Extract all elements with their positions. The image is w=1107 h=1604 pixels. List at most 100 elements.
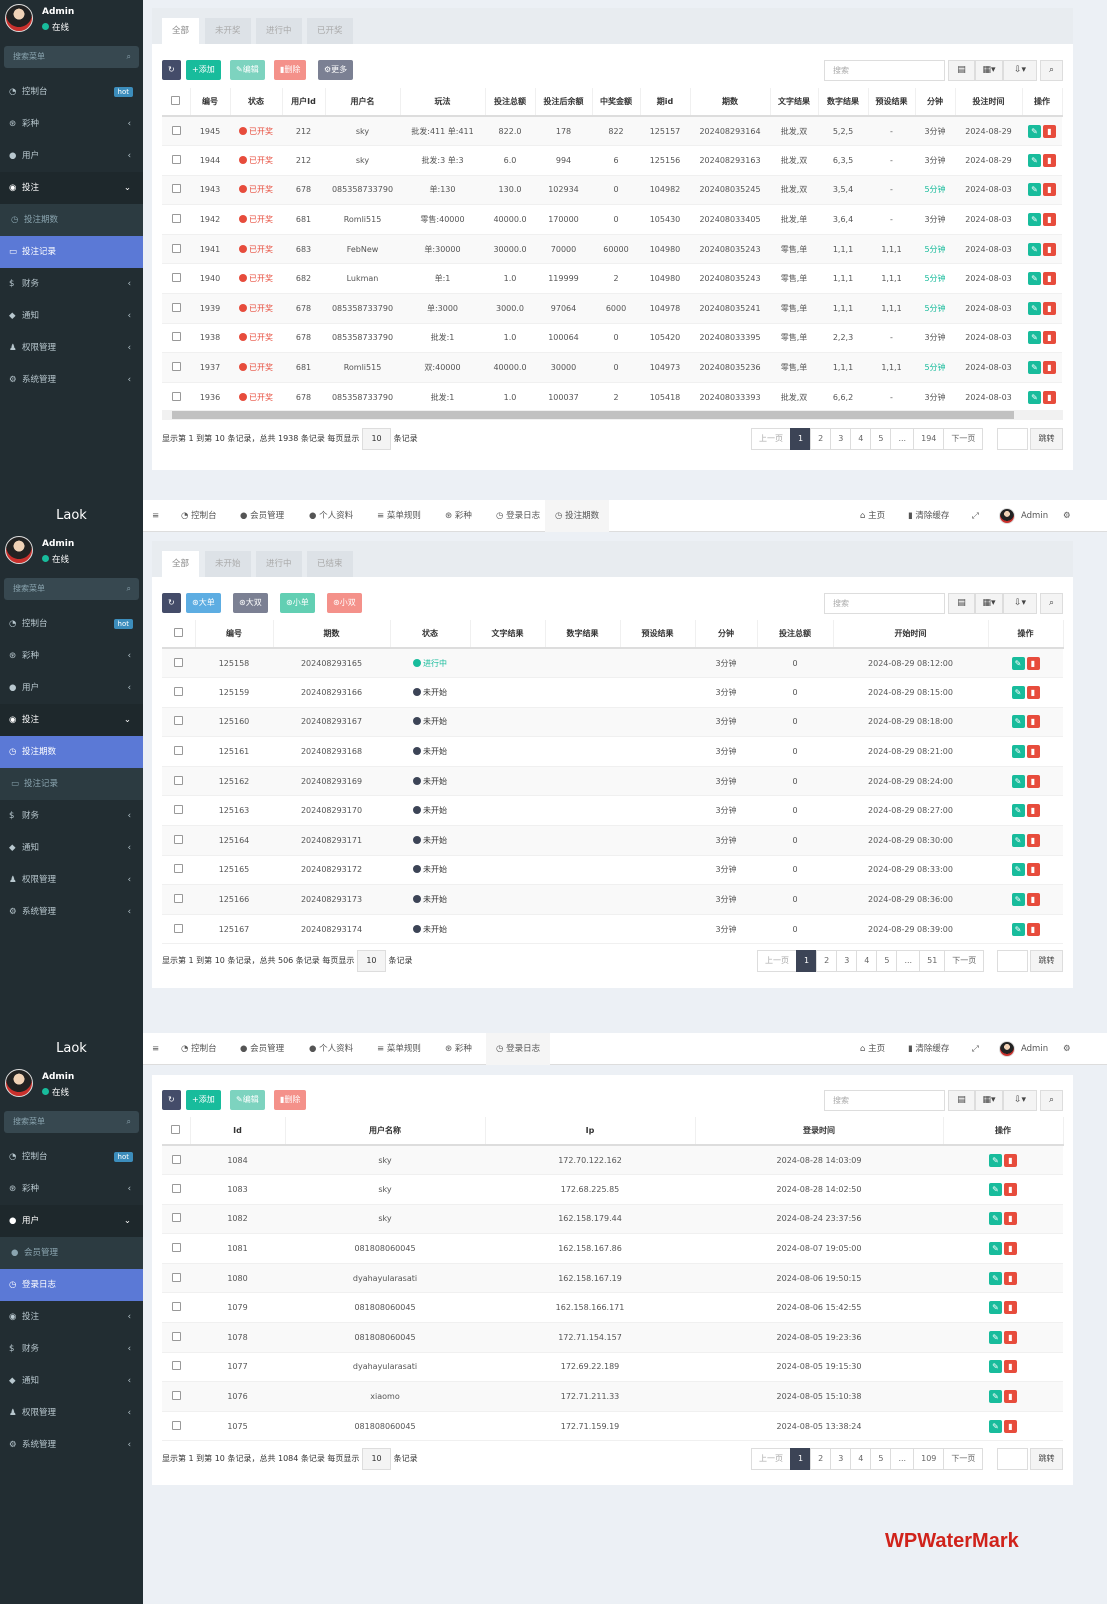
search-icon[interactable]: ⌕	[1040, 1090, 1063, 1111]
row-checkbox[interactable]	[162, 1381, 190, 1412]
edit-button[interactable]: ✎	[1028, 213, 1041, 227]
column-header[interactable]: 用户名称	[285, 1117, 486, 1146]
refresh-button[interactable]: ↻	[162, 60, 181, 80]
edit-button[interactable]: ✎	[1011, 804, 1025, 818]
export-icon[interactable]: ⇩▾	[1003, 60, 1037, 81]
row-checkbox[interactable]	[162, 825, 195, 856]
jump-page-input[interactable]	[997, 1448, 1028, 1470]
hamburger-icon[interactable]: ≡	[152, 1044, 160, 1054]
delete-button[interactable]: ▮	[1026, 863, 1040, 877]
row-checkbox[interactable]	[162, 1352, 190, 1383]
page-button[interactable]: 1	[796, 950, 818, 972]
nav-tab-0[interactable]: ◔ 控制台	[181, 500, 217, 532]
column-header[interactable]: 投注总额	[485, 88, 536, 117]
jump-button[interactable]: 跳转	[1030, 428, 1063, 450]
sidebar-item-9[interactable]: ⚙ 系统管理 ‹	[0, 896, 143, 928]
trash-link[interactable]: ▮ 清除缓存	[908, 500, 949, 532]
sidebar-item-2[interactable]: ● 用户 ‹	[0, 140, 143, 172]
row-checkbox[interactable]	[162, 1292, 190, 1324]
row-checkbox[interactable]	[162, 234, 190, 265]
page-button[interactable]: 1	[790, 1448, 812, 1470]
page-button[interactable]: 3	[836, 950, 858, 972]
page-button[interactable]: 51	[919, 950, 946, 972]
page-button[interactable]: 3	[830, 1448, 852, 1470]
sidebar-item-4[interactable]: ◷ 投注期数	[0, 736, 143, 768]
page-button[interactable]: 5	[876, 950, 898, 972]
row-checkbox[interactable]	[162, 707, 195, 738]
page-button[interactable]: 4	[850, 1448, 872, 1470]
prev-page-button[interactable]: 上一页	[757, 950, 797, 972]
edit-button[interactable]: ✎	[1028, 124, 1041, 138]
sidebar-item-3[interactable]: ● 会员管理	[0, 1237, 143, 1269]
delete-button[interactable]: ▮	[1026, 804, 1040, 818]
column-header[interactable]: Id	[190, 1117, 286, 1146]
delete-button[interactable]: ▮	[1026, 715, 1040, 729]
delete-button[interactable]: ▮	[1043, 213, 1056, 227]
delete-button[interactable]: ▮	[1026, 893, 1040, 907]
toolbar-button-3[interactable]: ⊛小单	[280, 593, 315, 613]
sidebar-item-1[interactable]: ⊛ 彩种 ‹	[0, 1173, 143, 1205]
refresh-button[interactable]: ↻	[162, 1090, 181, 1110]
row-checkbox[interactable]	[162, 263, 190, 295]
horizontal-scrollbar[interactable]	[162, 410, 1063, 420]
column-header[interactable]: 期数	[273, 620, 391, 649]
select-all-checkbox[interactable]	[162, 620, 196, 649]
row-checkbox[interactable]	[162, 382, 190, 413]
column-header[interactable]: 操作	[943, 1117, 1064, 1146]
menu-search-input[interactable]: 搜索菜单 ⌕	[4, 578, 139, 600]
column-header[interactable]: 编号	[190, 88, 231, 117]
page-button[interactable]: ...	[890, 1448, 915, 1470]
toolbar-button-3[interactable]: ▮删除	[274, 1090, 307, 1110]
sidebar-item-8[interactable]: ♟ 权限管理 ‹	[0, 1397, 143, 1429]
edit-button[interactable]: ✎	[1011, 745, 1025, 759]
column-header[interactable]: 用户名	[325, 88, 401, 117]
menu-search-input[interactable]: 搜索菜单 ⌕	[4, 1111, 139, 1133]
row-checkbox[interactable]	[162, 1322, 190, 1353]
edit-button[interactable]: ✎	[1028, 183, 1041, 197]
sidebar-item-4[interactable]: ◷ 投注期数	[0, 204, 143, 236]
edit-button[interactable]: ✎	[989, 1330, 1002, 1344]
sidebar-item-6[interactable]: $ 财务 ‹	[0, 800, 143, 832]
search-input[interactable]: 搜索	[824, 60, 945, 81]
edit-button[interactable]: ✎	[989, 1271, 1002, 1285]
delete-button[interactable]: ▮	[1043, 331, 1056, 345]
column-header[interactable]: 分钟	[915, 88, 956, 117]
column-header[interactable]: 玩法	[400, 88, 486, 117]
edit-button[interactable]: ✎	[1011, 922, 1025, 936]
row-checkbox[interactable]	[162, 855, 195, 886]
sidebar-item-1[interactable]: ⊛ 彩种 ‹	[0, 640, 143, 672]
menu-search-input[interactable]: 搜索菜单 ⌕	[4, 46, 139, 68]
delete-button[interactable]: ▮	[1043, 301, 1056, 315]
row-checkbox[interactable]	[162, 204, 190, 235]
page-button[interactable]: 1	[790, 428, 812, 450]
nav-tab-6[interactable]: ◷ 投注期数	[545, 500, 610, 532]
prev-page-button[interactable]: 上一页	[751, 428, 791, 450]
tab-3[interactable]: 已开奖	[307, 18, 353, 44]
delete-button[interactable]: ▮	[1026, 745, 1040, 759]
delete-button[interactable]: ▮	[1043, 153, 1056, 167]
sidebar-item-0[interactable]: ◔ 控制台 hot	[0, 608, 143, 640]
search-input[interactable]: 搜索	[824, 593, 945, 614]
nav-tab-5[interactable]: ◷ 登录日志	[496, 500, 540, 532]
row-checkbox[interactable]	[162, 352, 190, 383]
toolbar-button-4[interactable]: ⚙更多	[318, 60, 354, 80]
select-all-checkbox[interactable]	[162, 1117, 191, 1146]
delete-button[interactable]: ▮	[1043, 390, 1056, 404]
jump-page-input[interactable]	[997, 428, 1028, 450]
jump-page-input[interactable]	[997, 950, 1028, 972]
fullscreen-icon[interactable]: ⤢	[972, 511, 979, 521]
sidebar-item-2[interactable]: ● 用户 ⌄	[0, 1205, 143, 1237]
sidebar-item-7[interactable]: ◆ 通知 ‹	[0, 1365, 143, 1397]
sidebar-item-6[interactable]: $ 财务 ‹	[0, 1333, 143, 1365]
edit-button[interactable]: ✎	[989, 1242, 1002, 1256]
search-icon[interactable]: ⌕	[1040, 60, 1063, 81]
sidebar-item-5[interactable]: ▭ 投注记录	[0, 768, 143, 800]
delete-button[interactable]: ▮	[1004, 1330, 1017, 1344]
delete-button[interactable]: ▮	[1004, 1360, 1017, 1374]
row-checkbox[interactable]	[162, 1174, 190, 1205]
trash-link[interactable]: ▮ 清除缓存	[908, 1033, 949, 1065]
page-button[interactable]: 109	[913, 1448, 945, 1470]
user-menu[interactable]: Admin	[999, 500, 1048, 532]
page-button[interactable]: 4	[850, 428, 872, 450]
edit-button[interactable]: ✎	[1011, 656, 1025, 670]
